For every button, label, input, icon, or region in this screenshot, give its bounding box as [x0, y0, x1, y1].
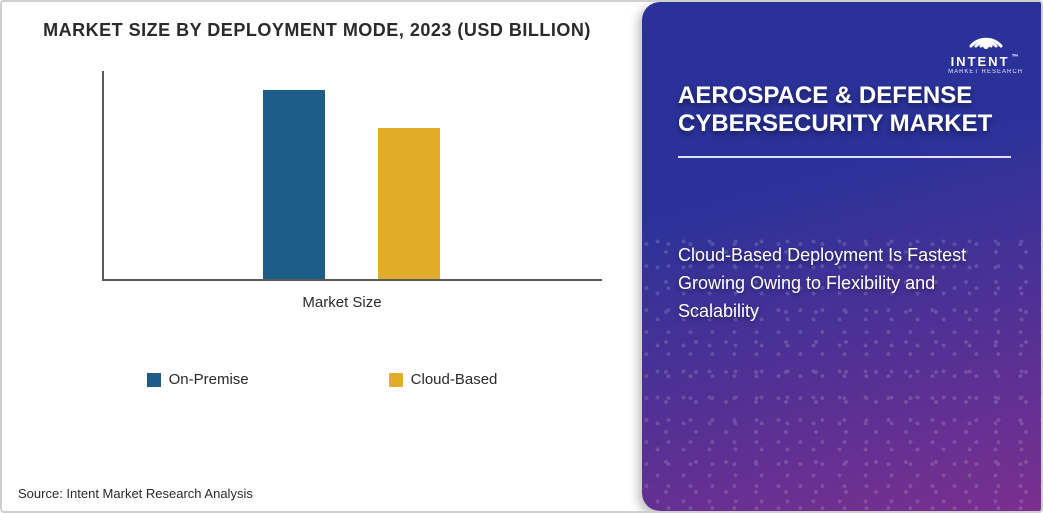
wifi-arc-icon: [963, 16, 1009, 52]
chart-xlabel: Market Size: [62, 294, 622, 311]
infographic-container: MARKET SIZE BY DEPLOYMENT MODE, 2023 (US…: [0, 0, 1043, 513]
legend-swatch-0: [147, 373, 161, 387]
bar-on-premise: [263, 90, 325, 279]
side-panel: INTENT™ MARKET RESEARCH AEROSPACE & DEFE…: [642, 2, 1041, 511]
chart-panel: MARKET SIZE BY DEPLOYMENT MODE, 2023 (US…: [2, 2, 642, 511]
logo-text: INTENT™: [951, 54, 1021, 69]
chart-title-text: MARKET SIZE BY DEPLOYMENT MODE, 2023 (US…: [42, 20, 592, 41]
chart-title: MARKET SIZE BY DEPLOYMENT MODE, 2023 (US…: [42, 20, 632, 51]
chart-area: Market Size: [62, 61, 622, 321]
logo-name: INTENT: [951, 54, 1010, 69]
bar-cloud-based: [378, 128, 440, 279]
legend-item-on-premise: On-Premise: [147, 371, 249, 388]
chart-legend: On-Premise Cloud-Based: [42, 371, 632, 388]
legend-label-0: On-Premise: [169, 371, 249, 388]
legend-item-cloud-based: Cloud-Based: [389, 371, 498, 388]
logo-tm: ™: [1012, 54, 1021, 61]
logo-sub: MARKET RESEARCH: [948, 69, 1023, 75]
legend-swatch-1: [389, 373, 403, 387]
side-panel-subtitle: Cloud-Based Deployment Is Fastest Growin…: [678, 242, 1001, 326]
brand-logo: INTENT™ MARKET RESEARCH: [948, 16, 1023, 75]
bars-group: [104, 71, 602, 279]
side-panel-title: AEROSPACE & DEFENSE CYBERSECURITY MARKET: [678, 82, 1011, 158]
chart-plot: [102, 71, 602, 281]
source-attribution: Source: Intent Market Research Analysis: [18, 486, 253, 501]
legend-label-1: Cloud-Based: [411, 371, 498, 388]
